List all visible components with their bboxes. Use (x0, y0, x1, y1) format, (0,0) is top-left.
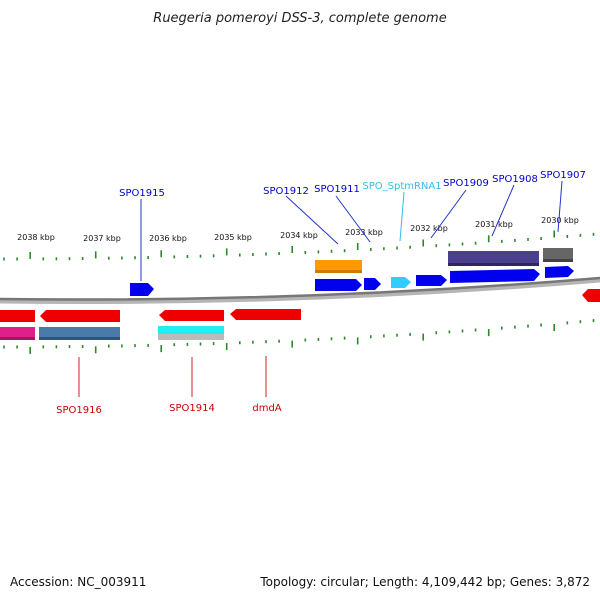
gene-dmdA[interactable] (230, 309, 301, 320)
map-title: Ruegeria pomeroyi DSS-3, complete genome (153, 11, 446, 26)
ruler-label-2037: 2037 kbp (83, 234, 121, 243)
ruler-label-2033: 2033 kbp (345, 228, 383, 237)
label-dmdA[interactable]: dmdA (252, 403, 281, 414)
orange-feature-shade (315, 270, 362, 273)
steel-feature[interactable] (39, 327, 120, 339)
accession-text: Accession: NC_003911 (10, 575, 146, 589)
genome-summary-text: Topology: circular; Length: 4,109,442 bp… (259, 575, 590, 589)
label-SPO1912[interactable]: SPO1912 (263, 186, 309, 197)
ruler-label-2034: 2034 kbp (280, 231, 318, 240)
ruler-label-2032: 2032 kbp (410, 224, 448, 233)
gene-SPO1914[interactable] (159, 310, 224, 321)
purple-feature[interactable] (448, 251, 539, 265)
leader-SPO1909 (430, 189, 467, 239)
leader-SPO1908 (491, 184, 515, 237)
purple-feature-shade (448, 263, 539, 266)
ruler-label-2035: 2035 kbp (214, 233, 252, 242)
cyan-feature[interactable] (158, 326, 224, 334)
label-SPO1909[interactable]: SPO1909 (443, 178, 489, 189)
steel-feature-shade (39, 337, 120, 340)
orange-feature[interactable] (315, 260, 362, 272)
upper-ruler (3, 230, 595, 261)
backbone-shadow (0, 277, 600, 305)
gene-SPO1909[interactable] (416, 275, 447, 286)
ruler-label-2031: 2031 kbp (475, 220, 513, 229)
ruler-label-2038: 2038 kbp (17, 233, 55, 242)
leader-SPO_SptmRNA1 (399, 191, 405, 242)
gene-SPO1916[interactable] (40, 310, 120, 322)
gene-SPO1912[interactable] (315, 279, 362, 291)
label-SPO1911[interactable]: SPO1911 (314, 184, 360, 195)
magenta-feature[interactable] (0, 327, 35, 339)
gene-left-partial[interactable] (0, 310, 35, 322)
magenta-feature-shade (0, 337, 35, 340)
label-SPO1908[interactable]: SPO1908 (492, 174, 538, 185)
gene-SPO1907[interactable] (545, 266, 574, 278)
lower-ruler (3, 319, 595, 354)
gray-feature-shade (543, 259, 573, 262)
gene-SPO1908[interactable] (450, 269, 540, 283)
ruler-label-2030: 2030 kbp (541, 216, 579, 225)
gene-SPO1915[interactable] (130, 283, 154, 296)
leader-SPO1912 (285, 195, 339, 245)
label-SPO1916[interactable]: SPO1916 (56, 405, 102, 416)
backbone-line (0, 276, 600, 301)
leader-SPO1907 (557, 180, 563, 233)
gray-feature[interactable] (543, 248, 573, 261)
ruler-label-2036: 2036 kbp (149, 234, 187, 243)
label-SPO_SptmRNA1[interactable]: SPO_SptmRNA1 (362, 181, 441, 192)
label-SPO1915[interactable]: SPO1915 (119, 188, 165, 199)
gene-right-partial[interactable] (582, 289, 600, 302)
gene-SPO1911[interactable] (364, 278, 381, 290)
label-SPO1907[interactable]: SPO1907 (540, 170, 586, 181)
leader-SPO1911 (335, 195, 371, 243)
label-SPO1914[interactable]: SPO1914 (169, 403, 215, 414)
rna-SPO_SptmRNA1[interactable] (391, 277, 411, 288)
gray-light-feature[interactable] (158, 334, 224, 340)
